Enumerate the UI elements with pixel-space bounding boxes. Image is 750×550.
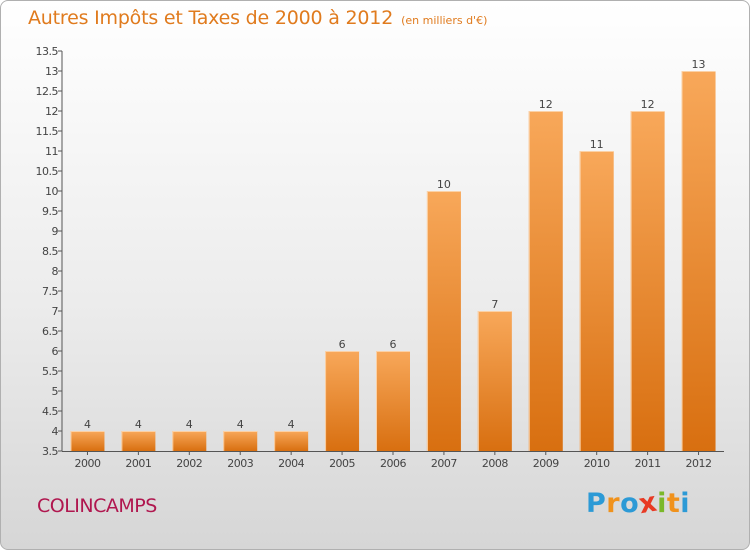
y-tick-label: 11.5 (36, 125, 59, 138)
y-tick-label: 10.5 (36, 165, 59, 178)
data-label: 4 (186, 418, 193, 431)
x-tick-label: 2010 (584, 457, 610, 470)
bar (121, 431, 156, 451)
logo-letter: P (586, 488, 607, 519)
x-tick-label: 2003 (227, 457, 253, 470)
logo-letter: o (620, 488, 640, 519)
bar (528, 111, 563, 451)
bar (426, 191, 461, 451)
x-tick-label: 2011 (635, 457, 661, 470)
x-tick-label: 2008 (482, 457, 508, 470)
bar (630, 111, 665, 451)
bar (223, 431, 258, 451)
x-tick-label: 2004 (278, 457, 304, 470)
data-label: 4 (135, 418, 142, 431)
data-label: 12 (539, 98, 553, 111)
data-label: 13 (692, 58, 706, 71)
chart-title: Autres Impôts et Taxes de 2000 à 2012 (28, 7, 394, 29)
proxiti-logo: Proxiti (586, 487, 691, 521)
y-tick-label: 7.5 (42, 285, 58, 298)
y-tick-label: 4 (52, 425, 59, 438)
y-tick-label: 9 (52, 225, 59, 238)
x-tick-label: 2005 (329, 457, 355, 470)
x-tick-label: 2012 (686, 457, 712, 470)
data-label: 4 (237, 418, 244, 431)
data-label: 10 (437, 178, 451, 191)
bar (579, 151, 614, 451)
data-label: 4 (288, 418, 295, 431)
data-label: 4 (84, 418, 91, 431)
y-tick-label: 5.5 (42, 365, 58, 378)
logo-letter: i (680, 488, 691, 519)
logo-letter: r (606, 488, 621, 519)
bar (172, 431, 207, 451)
y-tick-label: 8 (52, 265, 59, 278)
data-label: 7 (491, 298, 498, 311)
bar (274, 431, 309, 451)
y-tick-label: 13 (45, 65, 58, 78)
x-tick-label: 2002 (176, 457, 202, 470)
y-tick-label: 11 (45, 145, 58, 158)
logo-letter: i (657, 488, 667, 519)
x-tick-label: 2006 (380, 457, 406, 470)
data-label: 6 (390, 338, 397, 351)
data-label: 6 (339, 338, 346, 351)
y-tick-label: 6.5 (42, 325, 58, 338)
bar (376, 351, 410, 451)
logo-letter: t (666, 488, 681, 519)
place-name: COLINCAMPS (37, 495, 157, 517)
bar (477, 311, 512, 451)
x-tick-label: 2009 (533, 457, 559, 470)
y-tick-label: 6 (52, 345, 59, 358)
y-tick-label: 13.5 (36, 45, 59, 58)
x-tick-label: 2007 (431, 457, 457, 470)
y-tick-label: 5 (52, 385, 59, 398)
x-tick-label: 2001 (125, 457, 151, 470)
y-tick-label: 9.5 (42, 205, 58, 218)
y-tick-label: 8.5 (42, 245, 58, 258)
chart-title-block: Autres Impôts et Taxes de 2000 à 2012 (en… (28, 7, 487, 29)
bar (325, 351, 360, 451)
bar (70, 431, 105, 451)
y-tick-label: 3.5 (42, 445, 58, 458)
y-tick-label: 12.5 (36, 85, 59, 98)
chart-subtitle: (en milliers d'€) (401, 14, 488, 27)
bar (681, 71, 716, 451)
x-tick-label: 2000 (74, 457, 100, 470)
y-tick-label: 10 (45, 185, 58, 198)
data-label: 12 (641, 98, 655, 111)
y-tick-label: 7 (52, 305, 59, 318)
y-tick-label: 12 (45, 105, 58, 118)
y-tick-label: 4.5 (42, 405, 58, 418)
data-label: 11 (590, 138, 604, 151)
